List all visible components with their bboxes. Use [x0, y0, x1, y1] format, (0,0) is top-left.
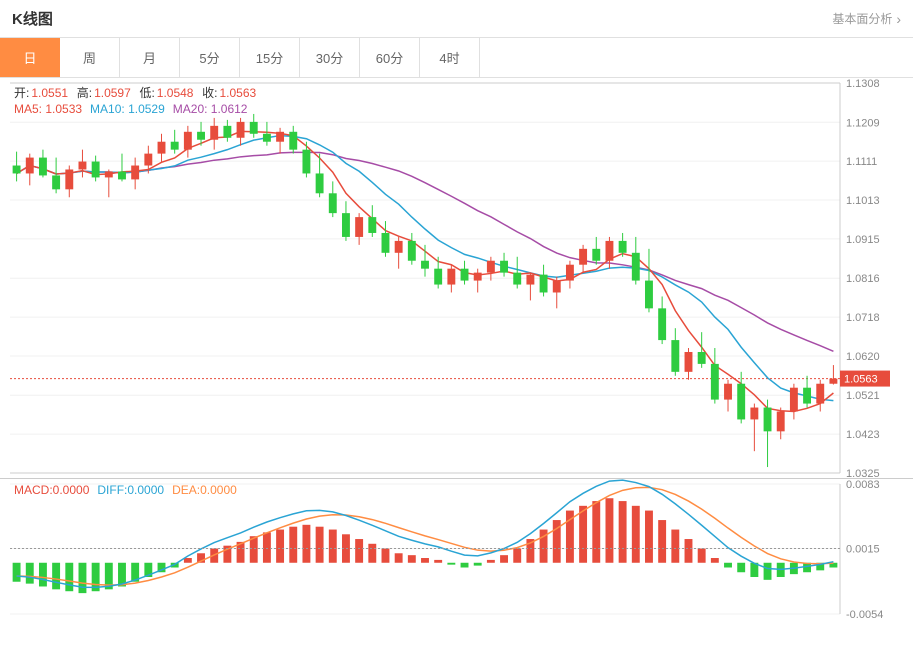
header: K线图 基本面分析 [0, 0, 913, 38]
macd-readout: MACD:0.0000DIFF:0.0000DEA:0.0000 [14, 483, 245, 497]
svg-text:1.0915: 1.0915 [846, 234, 880, 246]
svg-text:1.0325: 1.0325 [846, 468, 880, 478]
svg-text:0.0083: 0.0083 [846, 479, 880, 491]
timeframe-tab-7[interactable]: 4时 [420, 38, 480, 77]
timeframe-tab-3[interactable]: 5分 [180, 38, 240, 77]
svg-text:1.0521: 1.0521 [846, 390, 880, 402]
kline-chart-area: 开:1.0551 高:1.0597 低:1.0548 收:1.0563 MA5:… [0, 78, 913, 618]
fundamental-analysis-link[interactable]: 基本面分析 [832, 10, 901, 27]
timeframe-tabs: 日周月5分15分30分60分4时 [0, 38, 913, 78]
svg-text:1.1209: 1.1209 [846, 117, 880, 129]
svg-text:1.0620: 1.0620 [846, 351, 880, 363]
ma-readout: MA5: 1.0533MA10: 1.0529MA20: 1.0612 [14, 102, 255, 116]
svg-text:-0.0054: -0.0054 [846, 609, 883, 619]
timeframe-tab-1[interactable]: 周 [60, 38, 120, 77]
page-title: K线图 [12, 8, 53, 29]
ohlc-readout: 开:1.0551 高:1.0597 低:1.0548 收:1.0563 [14, 84, 258, 101]
svg-text:1.1013: 1.1013 [846, 195, 880, 207]
svg-text:1.0563: 1.0563 [844, 374, 878, 386]
main-chart[interactable]: 开:1.0551 高:1.0597 低:1.0548 收:1.0563 MA5:… [0, 78, 913, 478]
timeframe-tab-0[interactable]: 日 [0, 38, 60, 77]
timeframe-tab-4[interactable]: 15分 [240, 38, 300, 77]
macd-chart[interactable]: MACD:0.0000DIFF:0.0000DEA:0.0000 -0.0054… [0, 478, 913, 618]
svg-text:0.0015: 0.0015 [846, 544, 880, 556]
svg-text:1.0423: 1.0423 [846, 429, 880, 441]
svg-text:1.1111: 1.1111 [846, 156, 877, 168]
svg-text:1.1308: 1.1308 [846, 78, 880, 90]
svg-text:1.0718: 1.0718 [846, 312, 880, 324]
svg-text:1.0816: 1.0816 [846, 273, 880, 285]
timeframe-tab-6[interactable]: 60分 [360, 38, 420, 77]
timeframe-tab-5[interactable]: 30分 [300, 38, 360, 77]
chart-container: K线图 基本面分析 日周月5分15分30分60分4时 开:1.0551 高:1.… [0, 0, 913, 648]
timeframe-tab-2[interactable]: 月 [120, 38, 180, 77]
